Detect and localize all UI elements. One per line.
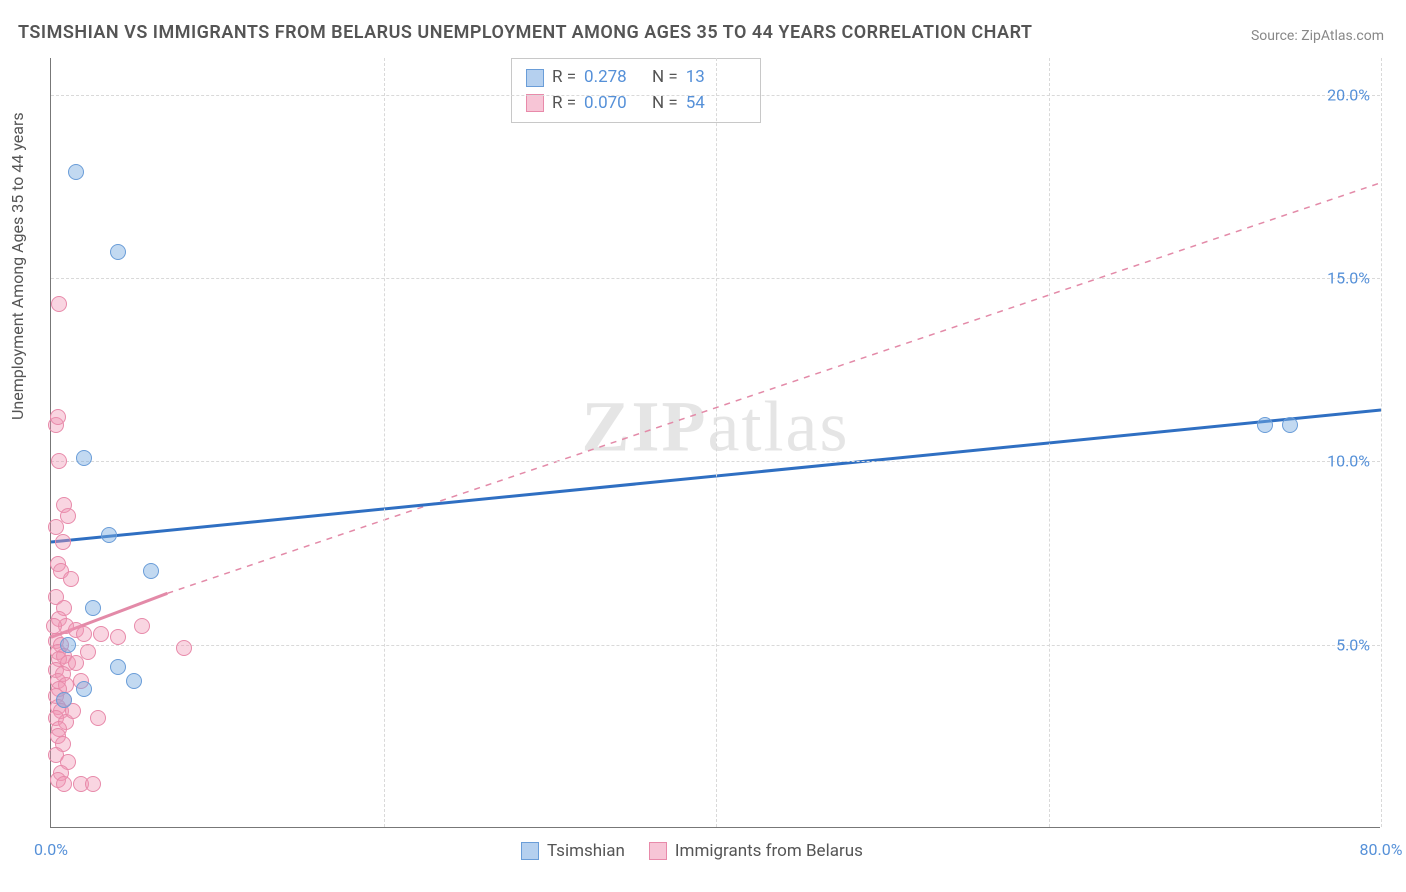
swatch-icon <box>526 94 544 112</box>
data-point <box>110 244 126 260</box>
watermark-main: ZIP <box>582 387 708 467</box>
data-point <box>90 710 106 726</box>
data-point <box>93 626 109 642</box>
y-tick-label: 15.0% <box>1327 269 1370 288</box>
y-tick-label: 20.0% <box>1327 85 1370 104</box>
gridline-v <box>384 58 385 827</box>
stat-r-label: R = <box>552 65 576 91</box>
data-point <box>46 618 62 634</box>
stat-r-value: 0.278 <box>584 65 644 91</box>
data-point <box>68 164 84 180</box>
data-point <box>56 692 72 708</box>
data-point <box>101 527 117 543</box>
data-point <box>85 776 101 792</box>
data-point <box>85 600 101 616</box>
y-axis-label: Unemployment Among Ages 35 to 44 years <box>8 112 27 420</box>
data-point <box>51 296 67 312</box>
data-point <box>110 629 126 645</box>
data-point <box>1257 417 1273 433</box>
x-tick-label: 0.0% <box>34 840 68 859</box>
data-point <box>50 409 66 425</box>
legend: Tsimshian Immigrants from Belarus <box>521 841 863 861</box>
swatch-icon <box>649 842 667 860</box>
data-point <box>126 673 142 689</box>
swatch-icon <box>526 69 544 87</box>
y-tick-label: 5.0% <box>1336 635 1370 654</box>
data-point <box>80 644 96 660</box>
stats-box: R = 0.278 N = 13 R = 0.070 N = 54 <box>511 58 761 123</box>
legend-item-belarus: Immigrants from Belarus <box>649 841 863 861</box>
watermark-sub: atlas <box>708 387 850 467</box>
data-point <box>1282 417 1298 433</box>
data-point <box>51 453 67 469</box>
data-point <box>76 450 92 466</box>
data-point <box>76 626 92 642</box>
data-point <box>56 776 72 792</box>
data-point <box>63 571 79 587</box>
legend-item-tsimshian: Tsimshian <box>521 841 625 861</box>
swatch-icon <box>521 842 539 860</box>
gridline-v <box>1381 58 1382 827</box>
data-point <box>48 519 64 535</box>
legend-label: Immigrants from Belarus <box>675 841 863 861</box>
legend-label: Tsimshian <box>547 841 625 861</box>
data-point <box>55 534 71 550</box>
data-point <box>76 681 92 697</box>
data-point <box>60 637 76 653</box>
gridline-v <box>1049 58 1050 827</box>
source-attribution: Source: ZipAtlas.com <box>1251 28 1384 44</box>
x-tick-label: 80.0% <box>1360 840 1403 859</box>
stat-n-label: N = <box>652 65 678 91</box>
stats-row-tsimshian: R = 0.278 N = 13 <box>526 65 746 91</box>
data-point <box>134 618 150 634</box>
plot-area: ZIPatlas R = 0.278 N = 13 R = 0.070 N = … <box>50 58 1380 828</box>
data-point <box>110 659 126 675</box>
y-tick-label: 10.0% <box>1327 452 1370 471</box>
gridline-v <box>716 58 717 827</box>
data-point <box>176 640 192 656</box>
data-point <box>143 563 159 579</box>
chart-title: TSIMSHIAN VS IMMIGRANTS FROM BELARUS UNE… <box>18 22 1033 43</box>
